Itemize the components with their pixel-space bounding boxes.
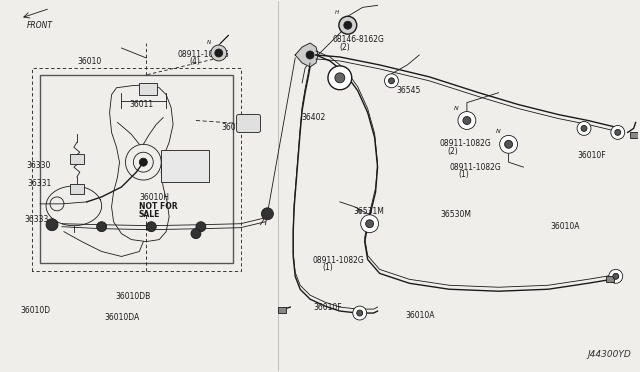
Text: 36545: 36545 — [396, 86, 420, 94]
Text: 36010DA: 36010DA — [104, 313, 140, 322]
FancyBboxPatch shape — [278, 307, 286, 313]
Circle shape — [458, 112, 476, 129]
Text: 36010H: 36010H — [139, 193, 169, 202]
Text: (4): (4) — [190, 57, 201, 67]
Circle shape — [356, 310, 363, 316]
Text: 08911-1081G: 08911-1081G — [177, 50, 229, 59]
Text: SALE: SALE — [139, 210, 161, 219]
Text: H: H — [335, 10, 339, 15]
Text: 36010F: 36010F — [314, 303, 342, 312]
Circle shape — [147, 222, 156, 232]
Text: 36011: 36011 — [129, 100, 154, 109]
Circle shape — [577, 122, 591, 135]
Circle shape — [581, 125, 587, 131]
Circle shape — [463, 116, 471, 125]
Text: N: N — [454, 106, 458, 110]
Text: 36010E: 36010E — [221, 123, 250, 132]
Circle shape — [191, 229, 201, 238]
Text: 08146-8162G: 08146-8162G — [333, 35, 385, 44]
Circle shape — [385, 74, 399, 88]
Text: N: N — [495, 129, 500, 134]
Text: (1): (1) — [322, 263, 333, 272]
Circle shape — [612, 273, 619, 279]
Circle shape — [500, 135, 518, 153]
Circle shape — [215, 49, 223, 57]
Text: 36010A: 36010A — [405, 311, 435, 320]
FancyBboxPatch shape — [630, 132, 637, 138]
Text: N: N — [356, 209, 361, 214]
Circle shape — [196, 222, 206, 232]
Circle shape — [306, 51, 314, 59]
FancyBboxPatch shape — [606, 276, 614, 282]
Circle shape — [504, 140, 513, 148]
Circle shape — [388, 78, 394, 84]
Circle shape — [335, 73, 345, 83]
Text: 36010D: 36010D — [20, 306, 51, 315]
Circle shape — [361, 215, 378, 232]
FancyBboxPatch shape — [70, 154, 84, 164]
Text: 36010F: 36010F — [577, 151, 606, 160]
Text: 36010DB: 36010DB — [115, 292, 150, 301]
Circle shape — [262, 208, 273, 220]
Text: FRONT: FRONT — [27, 21, 53, 30]
Polygon shape — [295, 43, 318, 67]
Text: 36333: 36333 — [24, 215, 49, 224]
Circle shape — [328, 66, 352, 90]
Text: NOT FOR: NOT FOR — [139, 202, 177, 211]
Text: N: N — [207, 40, 211, 45]
FancyBboxPatch shape — [70, 184, 84, 194]
Circle shape — [46, 219, 58, 231]
FancyBboxPatch shape — [140, 83, 157, 95]
Circle shape — [211, 45, 227, 61]
Circle shape — [611, 125, 625, 140]
Circle shape — [365, 220, 374, 228]
Text: (2): (2) — [447, 147, 458, 156]
Text: 08911-1082G: 08911-1082G — [440, 140, 491, 148]
Circle shape — [615, 129, 621, 135]
Text: 36530M: 36530M — [441, 209, 472, 219]
Text: 36402: 36402 — [301, 113, 325, 122]
Circle shape — [97, 222, 107, 232]
Circle shape — [344, 21, 352, 29]
Circle shape — [140, 158, 147, 166]
Circle shape — [339, 16, 356, 34]
Text: 36331: 36331 — [28, 179, 52, 188]
Text: (2): (2) — [339, 43, 350, 52]
Text: 36010A: 36010A — [550, 222, 579, 231]
FancyBboxPatch shape — [161, 150, 209, 182]
Text: J44300YD: J44300YD — [588, 350, 632, 359]
Text: 08911-1082G: 08911-1082G — [449, 163, 501, 172]
Circle shape — [353, 306, 367, 320]
Text: 36531M: 36531M — [353, 207, 384, 217]
Text: 08911-1082G: 08911-1082G — [312, 256, 364, 265]
FancyBboxPatch shape — [237, 115, 260, 132]
Text: (1): (1) — [458, 170, 469, 179]
Circle shape — [609, 269, 623, 283]
Text: 36330: 36330 — [26, 161, 51, 170]
Text: 36010: 36010 — [77, 57, 102, 66]
